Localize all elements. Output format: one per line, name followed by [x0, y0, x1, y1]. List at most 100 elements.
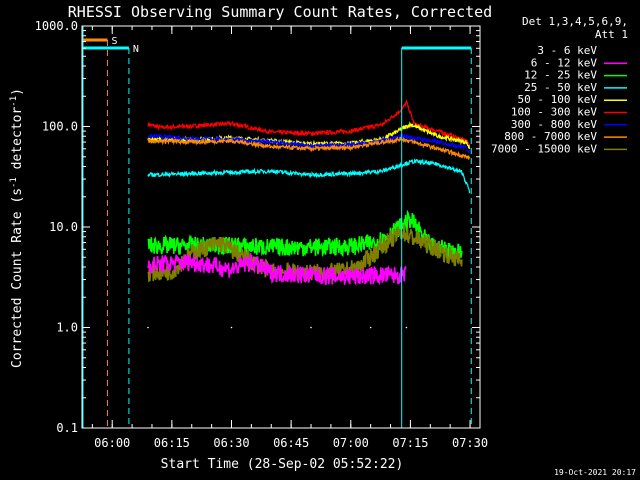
chart-title: RHESSI Observing Summary Count Rates, Co…	[68, 3, 492, 21]
x-tick-label-1: 06:15	[154, 436, 190, 450]
legend-label-1: 6 - 12 keV	[531, 56, 598, 69]
series-point-100-300-7	[382, 124, 383, 125]
legend-label-0: 3 - 6 keV	[537, 44, 597, 57]
night-flag-label: N	[133, 44, 139, 55]
series-point-7000-15000-0	[147, 272, 148, 273]
series-point-6-12-0	[147, 264, 148, 265]
series-point-100-300-4	[271, 131, 272, 132]
series-point-7000-15000-1	[171, 271, 172, 272]
series-point-12-25-4	[310, 247, 311, 248]
series-point-300-800-8	[438, 141, 439, 142]
y-axis-label: Corrected Count Rate (s-1 detector-1)	[9, 88, 25, 368]
series-point-300-800-9	[465, 147, 466, 148]
series-point-300-800-0	[147, 136, 148, 137]
x-tick-label-4: 07:00	[333, 436, 369, 450]
series-line-7000-15000	[147, 224, 463, 282]
y-axis-label-part1: Corrected Count Rate (s	[10, 188, 25, 368]
x-tick-label-6: 07:30	[452, 436, 488, 450]
series-point-6-12-4	[271, 272, 272, 273]
series-point-12-25-6	[374, 242, 375, 243]
series-point-6-12-7	[378, 275, 379, 276]
y-axis-label-sup2: -1	[9, 96, 19, 107]
series-line-50-100	[147, 121, 471, 150]
series-point-25-50-6	[382, 170, 383, 171]
x-axis-label: Start Time (28-Sep-02 05:52:22)	[161, 457, 404, 472]
series-point-100-300-1	[159, 127, 160, 128]
series-point-50-100-10	[465, 141, 466, 142]
y-tick-label-0: 0.1	[56, 421, 78, 435]
series-point-25-50-10	[462, 172, 463, 173]
series-point-50-100-8	[410, 124, 411, 125]
series-point-7000-15000-11	[410, 236, 411, 237]
series-point-100-300-3	[231, 123, 232, 124]
x-tick-label-5: 07:15	[392, 436, 428, 450]
y-axis-label-part3: )	[10, 88, 25, 96]
legend-header-detectors: Det 1,3,4,5,6,9,	[522, 15, 628, 28]
x-tick-label-2: 06:30	[213, 436, 249, 450]
series-point-12-25-10	[462, 252, 463, 253]
series-point-25-50-11	[469, 192, 470, 193]
series-line-6-12	[147, 253, 407, 286]
x-tick-label-3: 06:45	[273, 436, 309, 450]
series-point-100-300-10	[414, 124, 415, 125]
series-point-800-7000-6	[382, 141, 383, 142]
series-point-800-7000-1	[191, 141, 192, 142]
series-point-100-300-11	[438, 130, 439, 131]
series-point-25-50-2	[231, 172, 232, 173]
series-point-7000-15000-2	[191, 252, 192, 253]
series-point-3-6-4	[405, 326, 408, 329]
legend-label-6: 300 - 800 keV	[511, 118, 597, 131]
series-point-800-7000-8	[438, 148, 439, 149]
legend-label-5: 100 - 300 keV	[511, 106, 597, 119]
series-point-300-800-3	[271, 141, 272, 142]
series-point-800-7000-2	[231, 140, 232, 141]
series-point-12-25-8	[410, 218, 411, 219]
series-point-800-7000-5	[350, 147, 351, 148]
y-tick-label-1: 1.0	[56, 321, 78, 335]
footer-timestamp: 19-Oct-2021 20:17	[554, 468, 636, 477]
series-point-12-25-3	[271, 247, 272, 248]
series-point-25-50-4	[310, 174, 311, 175]
y-tick-label-2: 10.0	[49, 220, 78, 234]
series-point-6-12-8	[406, 275, 407, 276]
series-point-6-12-1	[191, 261, 192, 262]
series-point-25-50-9	[438, 164, 439, 165]
series-point-7000-15000-13	[462, 261, 463, 262]
series-point-12-25-0	[147, 245, 148, 246]
series-point-100-300-9	[406, 101, 407, 102]
legend-label-8: 7000 - 15000 keV	[491, 142, 597, 155]
saa-flag-label: S	[111, 36, 117, 47]
y-tick-label-3: 100.0	[42, 120, 78, 134]
series-point-50-100-11	[469, 148, 470, 149]
series-point-3-6-0	[147, 326, 149, 329]
series-line-25-50	[147, 158, 471, 194]
series-point-6-12-6	[350, 276, 351, 277]
series-point-800-7000-0	[147, 140, 148, 141]
series-point-25-50-3	[271, 170, 272, 171]
legend-label-2: 12 - 25 keV	[524, 69, 597, 82]
series-point-300-800-5	[350, 144, 351, 145]
series-point-7000-15000-9	[382, 245, 383, 246]
series-point-100-300-2	[191, 125, 192, 126]
series-point-50-100-9	[438, 136, 439, 137]
y-axis-label-part2: detector	[10, 107, 25, 178]
series-point-25-50-5	[350, 173, 351, 174]
series-point-800-7000-9	[465, 156, 466, 157]
series-point-800-7000-10	[469, 158, 470, 159]
series-point-3-6-3	[369, 326, 372, 329]
series-point-6-12-5	[310, 275, 311, 276]
x-tick-label-0: 06:00	[94, 436, 130, 450]
series-line-800-7000	[147, 136, 471, 160]
legend-header-attenuator: Att 1	[595, 28, 628, 41]
series-point-25-50-8	[414, 161, 415, 162]
series-point-3-6-2	[310, 326, 312, 329]
series-point-6-12-3	[251, 261, 252, 262]
series-point-25-50-0	[147, 174, 148, 175]
series-point-7000-15000-8	[358, 266, 359, 267]
series-layer	[147, 99, 471, 329]
series-point-3-6-1	[230, 326, 233, 329]
series-point-12-25-5	[350, 246, 351, 247]
